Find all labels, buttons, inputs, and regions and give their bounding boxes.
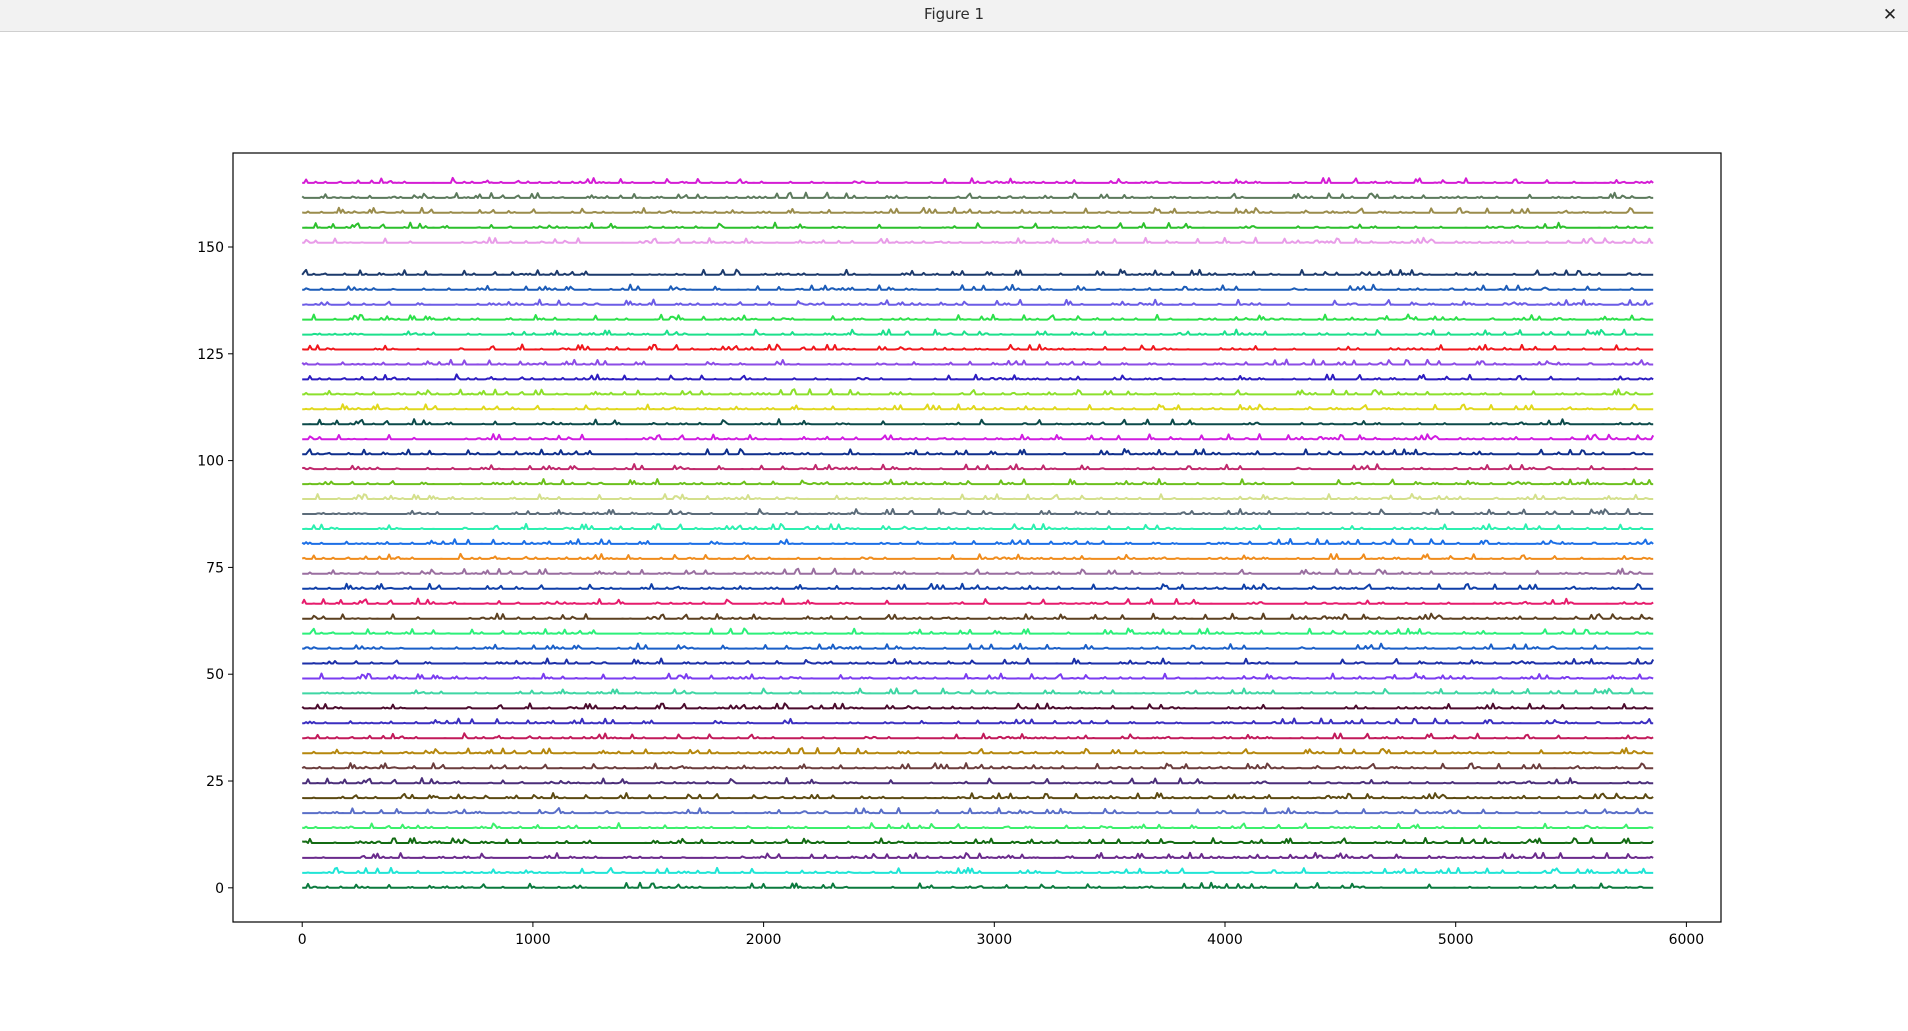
series-line xyxy=(302,343,1654,351)
series-line xyxy=(302,612,1654,620)
series-line xyxy=(302,672,1654,680)
series-line xyxy=(302,283,1654,291)
y-tick-label: 25 xyxy=(206,774,224,790)
series-line xyxy=(302,463,1654,471)
y-axis: 0 25 50 75 100 125 150 xyxy=(197,240,233,897)
series-line xyxy=(301,552,1654,560)
series-line xyxy=(302,433,1655,441)
series-line xyxy=(302,777,1654,785)
series-line xyxy=(302,373,1654,381)
x-tick-label: 5000 xyxy=(1438,932,1474,948)
window-title: Figure 1 xyxy=(923,5,985,23)
x-tick-label: 4000 xyxy=(1207,932,1243,948)
series-line xyxy=(302,508,1654,515)
series-line xyxy=(302,881,1654,889)
series-line xyxy=(302,747,1654,755)
series-line xyxy=(301,268,1654,276)
x-tick-label: 1000 xyxy=(515,932,551,948)
series-line xyxy=(302,627,1654,635)
line-chart: 0 1000 2000 3000 4000 5000 6000 0 25 50 75 100 125 1… xyxy=(197,152,1722,948)
series-line xyxy=(302,582,1654,590)
close-icon[interactable]: ✕ xyxy=(1882,5,1898,25)
series-line xyxy=(301,538,1654,545)
y-tick-label: 150 xyxy=(197,240,224,256)
x-tick-label: 0 xyxy=(298,932,307,948)
series-line xyxy=(302,176,1654,184)
series-line xyxy=(302,328,1654,336)
series-line xyxy=(302,236,1654,244)
series-line xyxy=(302,493,1654,500)
y-tick-label: 100 xyxy=(197,454,224,470)
series-line xyxy=(302,732,1654,740)
series-line xyxy=(302,418,1654,426)
series-line xyxy=(302,448,1654,456)
series-line xyxy=(302,298,1654,306)
series-line xyxy=(302,313,1654,321)
series-line xyxy=(302,522,1654,530)
x-tick-label: 6000 xyxy=(1669,932,1705,948)
y-tick-label: 0 xyxy=(215,881,224,897)
series-line xyxy=(301,358,1654,366)
series-line xyxy=(302,792,1654,800)
series-line xyxy=(301,191,1654,199)
series-line xyxy=(302,567,1654,575)
series-line xyxy=(302,388,1654,396)
series-line xyxy=(301,837,1654,844)
series-line xyxy=(301,702,1654,710)
axes-frame xyxy=(232,152,1722,923)
y-tick-label: 75 xyxy=(206,560,224,576)
x-tick-label: 2000 xyxy=(746,932,782,948)
series-line xyxy=(302,717,1654,725)
series-line xyxy=(301,206,1654,214)
series-line xyxy=(302,642,1654,650)
series-line xyxy=(302,478,1654,486)
series-line xyxy=(302,866,1654,874)
figure-canvas: 0 1000 2000 3000 4000 5000 6000 0 25 50 75 100 125 1… xyxy=(0,32,1908,1031)
series-line xyxy=(302,657,1655,665)
series-line xyxy=(302,403,1654,411)
window-titlebar: Figure 1 ✕ xyxy=(0,0,1908,32)
x-axis: 0 1000 2000 3000 4000 5000 6000 xyxy=(298,922,1704,948)
series-line xyxy=(302,807,1654,815)
series-line xyxy=(302,851,1654,859)
series-line xyxy=(302,822,1654,829)
series-line xyxy=(301,762,1654,770)
series-layer xyxy=(301,176,1655,889)
x-tick-label: 3000 xyxy=(976,932,1012,948)
y-tick-label: 50 xyxy=(206,667,224,683)
series-line xyxy=(301,597,1654,605)
y-tick-label: 125 xyxy=(197,347,224,363)
series-line xyxy=(302,221,1654,229)
series-line xyxy=(302,687,1654,695)
